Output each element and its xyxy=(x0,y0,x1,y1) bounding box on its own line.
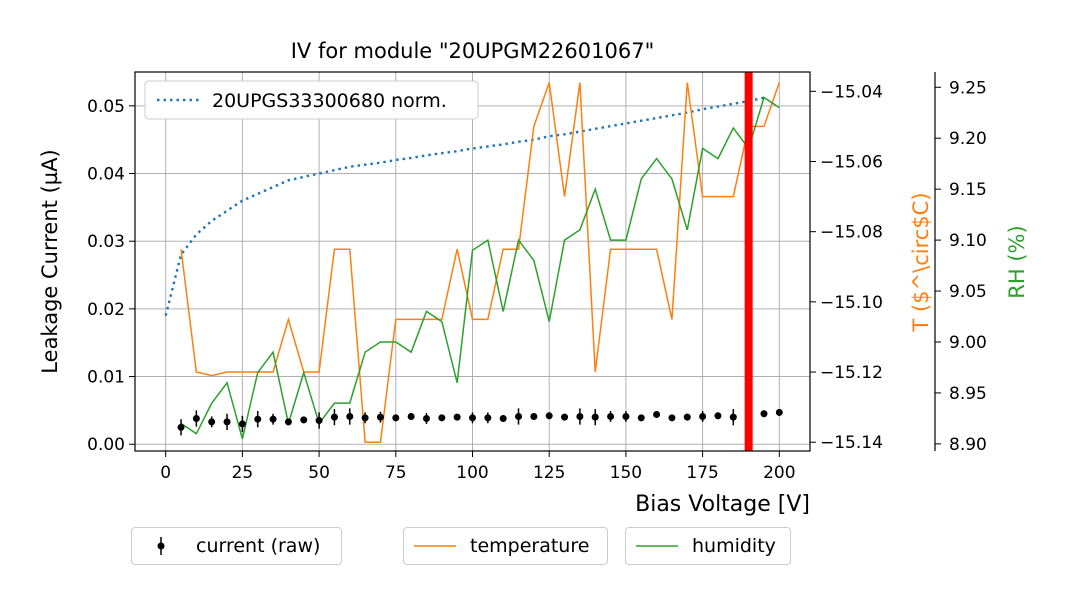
y2-tick-label: −15.14 xyxy=(820,433,883,453)
current-point xyxy=(653,410,661,418)
current-point xyxy=(238,420,246,428)
current-point xyxy=(668,414,676,422)
legend-temperature-label: temperature xyxy=(470,535,590,557)
x-tick-label: 175 xyxy=(686,463,718,483)
y-tick-label: 0.02 xyxy=(87,300,125,320)
current-point xyxy=(192,415,200,423)
current-point xyxy=(530,412,538,420)
current-point xyxy=(223,418,231,426)
current-point xyxy=(699,412,707,420)
chart-title: IV for module "20UPGM22601067" xyxy=(291,39,655,63)
y3-tick-label: 9.05 xyxy=(949,282,987,302)
legend-humidity-swatch xyxy=(636,545,678,547)
current-point xyxy=(177,423,185,431)
current-point xyxy=(561,413,569,421)
legend-current-swatch xyxy=(157,537,165,555)
x-tick-label: 150 xyxy=(610,463,642,483)
legend-reference-label: 20UPGS33300680 norm. xyxy=(212,90,447,112)
y3-tick-label: 8.90 xyxy=(949,435,987,455)
legend-temperature-swatch xyxy=(414,545,456,547)
current-point xyxy=(607,412,615,420)
y3-axis-label: RH (%) xyxy=(1005,225,1029,298)
y2-tick-label: −15.04 xyxy=(820,82,883,102)
y-tick-label: 0.04 xyxy=(87,165,125,185)
y2-tick-label: −15.06 xyxy=(820,152,883,172)
y3-tick-label: 9.00 xyxy=(949,333,987,353)
temperature-series-line xyxy=(180,82,781,443)
legend-current-label: current (raw) xyxy=(196,535,321,557)
current-point xyxy=(254,415,262,423)
current-point xyxy=(760,410,768,418)
current-point xyxy=(515,412,523,420)
current-point xyxy=(346,412,354,420)
y2-tick-label: −15.12 xyxy=(820,363,883,383)
current-point xyxy=(284,418,292,426)
current-point xyxy=(453,413,461,421)
current-point xyxy=(545,412,553,420)
y3-tick-label: 9.20 xyxy=(949,129,987,149)
current-point xyxy=(714,412,722,420)
current-point xyxy=(622,412,630,420)
y-tick-label: 0.05 xyxy=(87,97,125,117)
y2-tick-label: −15.08 xyxy=(820,223,883,243)
y3-tick-label: 8.95 xyxy=(949,384,987,404)
current-point xyxy=(499,415,507,423)
current-point xyxy=(469,414,476,422)
y3-tick-label: 9.10 xyxy=(949,231,987,251)
legend-humidity-label: humidity xyxy=(692,535,776,557)
current-point xyxy=(729,413,737,421)
x-axis-label: Bias Voltage [V] xyxy=(635,492,810,517)
current-point xyxy=(591,413,599,421)
x-tick-label: 100 xyxy=(456,463,488,483)
x-tick-label: 0 xyxy=(160,463,171,483)
legend-reference xyxy=(144,80,479,120)
current-point xyxy=(330,413,338,421)
current-point xyxy=(392,414,400,422)
y2-tick-label: −15.10 xyxy=(820,293,883,313)
legend-humidity: humidity xyxy=(625,527,791,565)
current-point xyxy=(775,408,783,416)
reference-series-line xyxy=(164,96,765,316)
current-point xyxy=(208,418,216,426)
current-point xyxy=(422,415,430,423)
current-point xyxy=(361,414,369,422)
x-tick-label: 25 xyxy=(232,463,254,483)
y-tick-label: 0.00 xyxy=(87,435,125,455)
x-tick-label: 50 xyxy=(308,463,330,483)
y-tick-label: 0.03 xyxy=(87,232,125,252)
x-tick-label: 75 xyxy=(385,463,407,483)
current-point xyxy=(269,415,277,423)
current-point xyxy=(407,412,415,420)
humidity-series-line xyxy=(180,96,780,439)
y3-tick-label: 9.25 xyxy=(949,78,987,98)
current-point xyxy=(300,416,308,424)
current-point xyxy=(376,413,384,421)
current-point xyxy=(576,412,584,420)
legend-temperature: temperature xyxy=(403,527,608,565)
current-point xyxy=(438,414,446,422)
current-point xyxy=(637,414,645,422)
y-tick-label: 0.01 xyxy=(87,368,125,388)
x-tick-label: 200 xyxy=(763,463,795,483)
legend-current: current (raw) xyxy=(131,527,342,565)
x-tick-label: 125 xyxy=(533,463,565,483)
current-point xyxy=(484,414,492,422)
current-point xyxy=(315,417,323,425)
y2-axis-label: T ($^\circ$C) xyxy=(909,192,933,332)
y3-tick-label: 9.15 xyxy=(949,180,987,200)
y-axis-label: Leakage Current (µA) xyxy=(38,149,62,373)
current-point xyxy=(683,413,691,421)
